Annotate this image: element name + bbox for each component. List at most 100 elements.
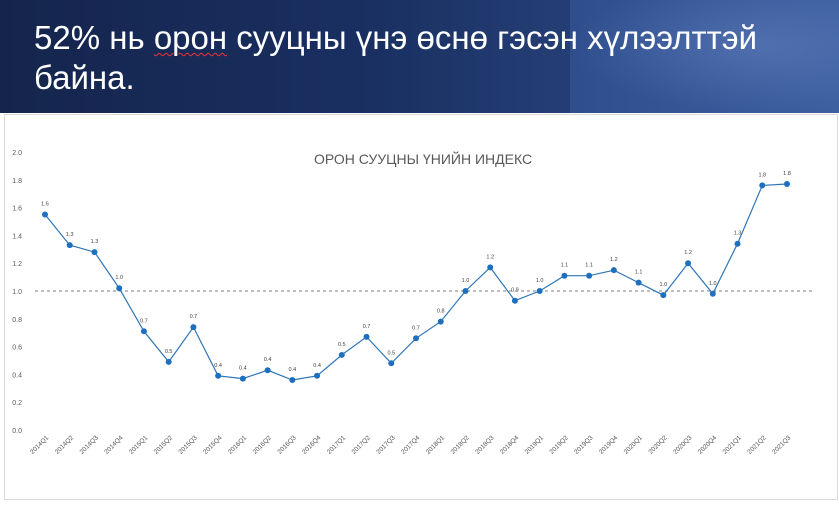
data-label: 1.3 <box>91 239 99 245</box>
y-tick-label: 1.6 <box>12 206 22 213</box>
data-label: 1.2 <box>486 254 494 260</box>
data-label: 0.4 <box>239 366 247 372</box>
x-tick-label: 2020Q1 <box>623 434 645 456</box>
x-tick-label: 2015Q1 <box>128 434 150 456</box>
chart-title: ОРОН СУУЦНЫ ҮНИЙН ИНДЕКС <box>314 150 532 167</box>
data-label: 0.9 <box>511 288 519 294</box>
chart-area: 0.0 0.2 0.4 0.6 0.8 1.0 1.2 1.4 1.6 1.8 2.0 1.6 1.3… <box>0 113 839 502</box>
x-tick-label: 2016Q3 <box>276 434 298 456</box>
data-label: 1.0 <box>115 275 123 281</box>
x-tick-label: 2016Q4 <box>301 434 323 456</box>
data-point <box>338 351 345 358</box>
data-point <box>314 372 321 379</box>
x-tick-label: 2015Q3 <box>178 434 200 456</box>
data-label: 1.2 <box>610 257 618 263</box>
data-point <box>264 367 271 374</box>
data-point <box>487 264 494 271</box>
x-tick-label: 2017Q3 <box>375 434 397 456</box>
title-text-underlined: орон <box>153 19 228 56</box>
data-label: 1.1 <box>635 270 643 276</box>
x-tick-label: 2020Q3 <box>672 434 694 456</box>
y-tick-label: 1.0 <box>12 289 22 296</box>
data-point <box>586 272 593 279</box>
y-tick-label: 2.0 <box>12 150 22 157</box>
data-point <box>511 297 518 304</box>
banner-shade <box>0 0 570 113</box>
slide-title: 52% нь орон сууцны үнэ өснө гэсэн хүлээл… <box>34 18 824 98</box>
x-tick-label: 2017Q4 <box>400 434 422 456</box>
data-label: 1.8 <box>783 171 791 177</box>
x-tick-label: 2016Q1 <box>227 434 249 456</box>
price-index-chart: 0.0 0.2 0.4 0.6 0.8 1.0 1.2 1.4 1.6 1.8 2.0 1.6 1.3… <box>12 150 812 456</box>
data-label: 1.8 <box>758 172 766 178</box>
data-point <box>685 260 692 267</box>
data-point <box>140 328 147 335</box>
data-point <box>215 372 222 379</box>
data-point <box>536 288 543 294</box>
x-tick-label: 2014Q3 <box>79 434 101 456</box>
title-text-start: 52% нь <box>34 19 154 56</box>
data-label: 1.3 <box>734 231 742 237</box>
data-point <box>363 333 370 340</box>
x-tick-label: 2016Q2 <box>252 434 274 456</box>
data-point <box>784 180 790 187</box>
x-tick-label: 2017Q2 <box>351 434 373 456</box>
data-label: 0.4 <box>214 363 222 369</box>
data-point <box>66 242 73 249</box>
data-label: 1.1 <box>561 263 569 269</box>
y-tick-label: 0.8 <box>12 317 22 324</box>
data-label: 1.0 <box>660 282 668 288</box>
x-tick-label: 2021Q3 <box>771 434 793 456</box>
y-tick-label: 0.2 <box>12 400 22 407</box>
data-label: 1.0 <box>709 281 717 287</box>
data-label: 0.7 <box>140 318 148 324</box>
data-point <box>413 335 419 342</box>
data-point <box>561 272 568 279</box>
data-label: 0.4 <box>289 367 297 373</box>
y-tick-label: 0.4 <box>12 372 22 379</box>
x-tick-label: 2020Q4 <box>697 434 719 456</box>
data-point <box>635 279 642 286</box>
data-point <box>239 375 246 382</box>
data-point <box>462 288 469 294</box>
data-point <box>734 240 741 247</box>
x-tick-label: 2014Q2 <box>54 434 76 456</box>
data-label: 0.7 <box>363 324 371 330</box>
data-label: 0.7 <box>190 314 198 320</box>
x-tick-label: 2018Q1 <box>425 434 447 456</box>
data-label: 0.8 <box>437 309 445 315</box>
series-group: 1.6 1.3 1.3 1.0 0.7 0.5 0.7 0.4 0.4 0.4 0.4 0.4 0.5 0… <box>41 171 791 383</box>
data-point <box>165 358 172 365</box>
x-tick-label: 2020Q2 <box>647 434 669 456</box>
data-point <box>116 285 123 292</box>
x-tick-label: 2017Q1 <box>326 434 348 456</box>
x-tick-label: 2018Q4 <box>499 434 521 456</box>
data-label: 0.5 <box>165 349 173 355</box>
data-label: 0.5 <box>387 350 395 356</box>
data-label: 0.4 <box>313 363 321 369</box>
y-axis: 0.0 0.2 0.4 0.6 0.8 1.0 1.2 1.4 1.6 1.8 2.0 <box>12 150 22 435</box>
data-label: 1.0 <box>462 278 470 284</box>
banner-glow <box>569 0 839 113</box>
x-tick-label: 2018Q2 <box>450 434 472 456</box>
x-tick-label: 2021Q1 <box>722 434 744 456</box>
data-point <box>759 182 766 189</box>
x-tick-label: 2014Q4 <box>103 434 125 456</box>
data-point <box>660 292 667 299</box>
y-tick-label: 1.2 <box>12 261 22 268</box>
data-label: 1.3 <box>66 232 74 238</box>
data-point <box>709 290 716 297</box>
x-tick-label: 2018Q3 <box>474 434 496 456</box>
y-tick-label: 1.4 <box>12 233 22 240</box>
data-point <box>437 318 444 325</box>
x-tick-label: 2019Q2 <box>549 434 571 456</box>
data-label: 1.0 <box>536 278 544 284</box>
title-text-end: сууцны үнэ өснө гэсэн хүлээлттэй байна. <box>34 19 758 96</box>
x-tick-label: 2019Q1 <box>524 434 546 456</box>
data-label: 1.2 <box>684 250 692 256</box>
data-point <box>289 376 296 383</box>
data-point <box>91 249 98 256</box>
x-tick-label: 2015Q4 <box>202 434 224 456</box>
data-point <box>388 360 395 367</box>
data-point <box>610 267 617 274</box>
